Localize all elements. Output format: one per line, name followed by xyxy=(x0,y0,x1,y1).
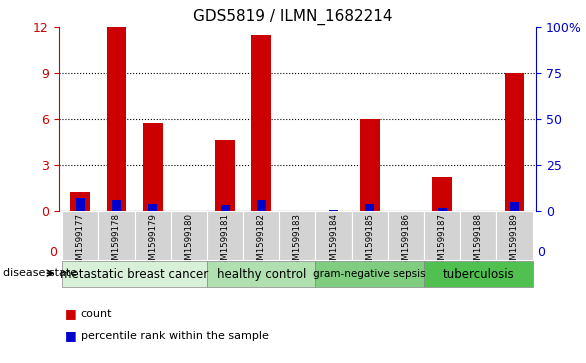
Bar xyxy=(207,261,315,287)
Text: tuberculosis: tuberculosis xyxy=(442,268,514,281)
Bar xyxy=(280,211,315,260)
Text: GSM1599186: GSM1599186 xyxy=(401,213,410,272)
Text: 0: 0 xyxy=(49,245,57,258)
Bar xyxy=(432,177,452,211)
Bar xyxy=(438,208,447,211)
Bar xyxy=(315,211,352,260)
Text: GSM1599185: GSM1599185 xyxy=(365,213,374,272)
Text: count: count xyxy=(81,309,113,319)
Bar xyxy=(62,261,207,287)
Bar xyxy=(315,261,424,287)
Bar xyxy=(329,210,338,211)
Bar xyxy=(360,119,380,211)
Bar xyxy=(107,27,127,211)
Bar xyxy=(62,211,98,260)
Text: gram-negative sepsis: gram-negative sepsis xyxy=(314,269,426,279)
Text: ■: ■ xyxy=(64,307,76,321)
Text: GSM1599183: GSM1599183 xyxy=(293,213,302,272)
Text: GSM1599179: GSM1599179 xyxy=(148,213,157,272)
Text: percentile rank within the sample: percentile rank within the sample xyxy=(81,331,269,341)
Bar xyxy=(251,35,271,211)
Bar xyxy=(143,123,163,211)
Text: metastatic breast cancer: metastatic breast cancer xyxy=(60,268,209,281)
Text: disease state: disease state xyxy=(3,268,77,278)
Bar xyxy=(171,211,207,260)
Text: GSM1599181: GSM1599181 xyxy=(220,213,230,272)
Bar xyxy=(135,211,171,260)
Bar xyxy=(424,261,533,287)
Bar xyxy=(148,204,157,211)
Bar xyxy=(215,140,235,211)
Bar xyxy=(220,205,230,211)
Bar xyxy=(352,211,388,260)
Bar xyxy=(112,200,121,211)
Bar xyxy=(510,202,519,211)
Text: GSM1599187: GSM1599187 xyxy=(438,213,447,272)
Bar xyxy=(365,204,374,211)
Bar xyxy=(424,211,460,260)
Text: GSM1599184: GSM1599184 xyxy=(329,213,338,272)
Text: GSM1599188: GSM1599188 xyxy=(474,213,483,272)
Text: GSM1599182: GSM1599182 xyxy=(257,213,265,272)
Text: GSM1599178: GSM1599178 xyxy=(112,213,121,272)
Bar xyxy=(98,211,135,260)
Text: GSM1599177: GSM1599177 xyxy=(76,213,85,272)
Bar xyxy=(388,211,424,260)
Bar xyxy=(70,192,90,211)
Bar xyxy=(460,211,496,260)
Bar xyxy=(207,211,243,260)
Bar xyxy=(505,73,524,211)
Bar xyxy=(243,211,280,260)
Text: GSM1599180: GSM1599180 xyxy=(185,213,193,272)
Bar xyxy=(257,200,265,211)
Text: ■: ■ xyxy=(64,329,76,342)
Text: healthy control: healthy control xyxy=(216,268,306,281)
Bar xyxy=(76,198,85,211)
Text: GDS5819 / ILMN_1682214: GDS5819 / ILMN_1682214 xyxy=(193,9,393,25)
Bar xyxy=(496,211,533,260)
Text: GSM1599189: GSM1599189 xyxy=(510,213,519,272)
Text: 0: 0 xyxy=(537,245,546,258)
